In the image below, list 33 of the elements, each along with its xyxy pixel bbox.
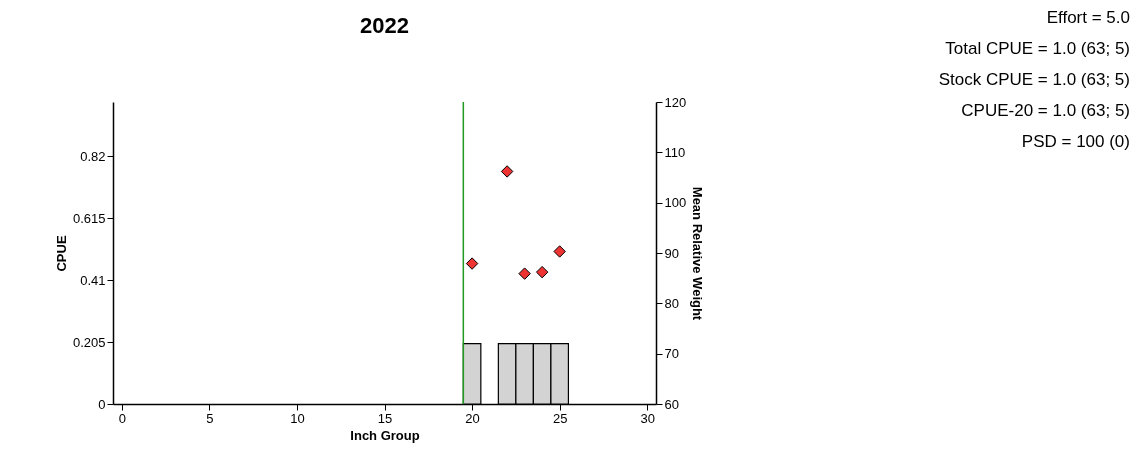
y2-tick-label: 120 bbox=[664, 94, 687, 110]
x-tick-label: 30 bbox=[640, 410, 655, 426]
y2-tick-label: 100 bbox=[664, 195, 687, 211]
y-tick-label: 0.615 bbox=[72, 210, 106, 226]
point bbox=[465, 257, 479, 270]
x-axis-title: Inch Group bbox=[350, 427, 420, 443]
y-tick-label: 0.205 bbox=[72, 334, 106, 350]
y2-tick-label: 70 bbox=[664, 346, 679, 362]
y2-tick-label: 110 bbox=[664, 144, 686, 160]
x-tick-label: 25 bbox=[552, 410, 568, 426]
text: Effort = 5.0 bbox=[1046, 8, 1130, 27]
point bbox=[500, 165, 514, 178]
y2-tick-label: 80 bbox=[664, 295, 679, 311]
x-tick-label: 20 bbox=[465, 410, 480, 426]
text: PSD = 100 (0) bbox=[1021, 132, 1130, 151]
y2-axis-title: Mean Relative Weight bbox=[690, 186, 706, 321]
text: CPUE-20 = 1.0 (63; 5) bbox=[961, 101, 1130, 120]
x-tick-label: 15 bbox=[377, 410, 393, 426]
text: Stock CPUE = 1.0 (63; 5) bbox=[938, 70, 1130, 89]
y-axis-title: CPUE bbox=[53, 235, 69, 272]
point bbox=[518, 267, 531, 280]
text: Total CPUE = 1.0 (63; 5) bbox=[945, 39, 1130, 58]
x-tick-label: 10 bbox=[290, 410, 305, 426]
y-tick-label: 0.82 bbox=[80, 148, 106, 164]
chart-title: 2022 bbox=[360, 13, 409, 38]
y2-tick-label: 90 bbox=[664, 245, 679, 261]
x-tick-label: 5 bbox=[206, 410, 214, 426]
point bbox=[535, 265, 549, 279]
y2-tick-label: 60 bbox=[664, 396, 679, 412]
y-tick-label: 0 bbox=[98, 396, 106, 412]
point bbox=[553, 245, 566, 258]
y-tick-label: 0.41 bbox=[80, 272, 106, 288]
x-tick-label: 0 bbox=[118, 410, 126, 426]
